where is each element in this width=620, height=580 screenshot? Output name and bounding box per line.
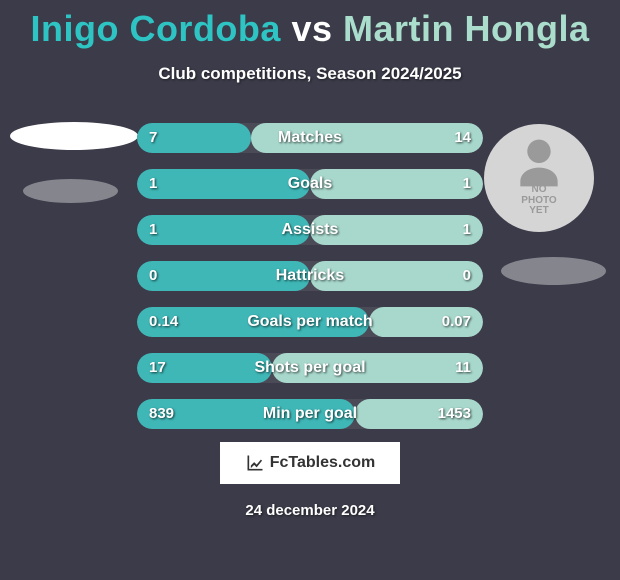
page-title: Inigo Cordoba vs Martin Hongla [0, 0, 620, 50]
player2-avatar: NO PHOTO YET [484, 124, 594, 232]
no-photo-line3: YET [521, 206, 556, 217]
branding-text: FcTables.com [270, 454, 376, 472]
chart-icon [245, 453, 265, 473]
stat-bar: 0.140.07Goals per match [137, 307, 483, 337]
stat-label: Matches [137, 123, 483, 153]
comparison-bars: 714Matches 11Goals 11Assists 00Hattricks 0.1… [137, 123, 483, 445]
player2-name: Martin Hongla [343, 8, 590, 49]
stat-bar: 11Goals [137, 169, 483, 199]
player2-shadow [501, 257, 606, 285]
stat-label: Hattricks [137, 261, 483, 291]
no-photo-label: NO PHOTO YET [521, 185, 556, 217]
report-date: 24 december 2024 [0, 502, 620, 519]
stat-bar: 00Hattricks [137, 261, 483, 291]
branding-badge: FcTables.com [220, 442, 400, 484]
stat-label: Goals [137, 169, 483, 199]
stat-label: Shots per goal [137, 353, 483, 383]
stat-bar: 8391453Min per goal [137, 399, 483, 429]
stat-bar: 714Matches [137, 123, 483, 153]
stat-label: Min per goal [137, 399, 483, 429]
stat-bar: 1711Shots per goal [137, 353, 483, 383]
stat-bar: 11Assists [137, 215, 483, 245]
player1-avatar [10, 122, 138, 150]
player1-shadow [23, 179, 118, 203]
stat-label: Goals per match [137, 307, 483, 337]
subtitle: Club competitions, Season 2024/2025 [0, 64, 620, 84]
person-icon [511, 135, 567, 191]
vs-text: vs [291, 8, 332, 49]
stat-label: Assists [137, 215, 483, 245]
player1-name: Inigo Cordoba [30, 8, 280, 49]
